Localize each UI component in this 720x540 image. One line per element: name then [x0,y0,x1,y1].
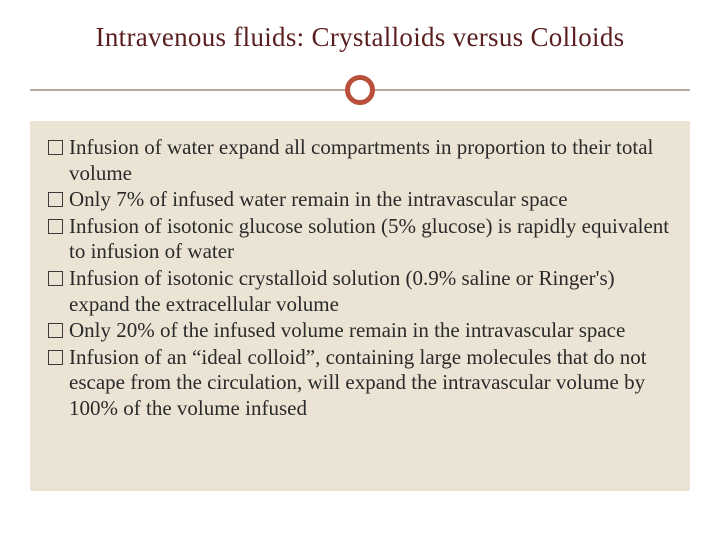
slide: Intravenous fluids: Crystalloids versus … [0,0,720,540]
bullet-text: Only 20% of the infused volume remain in… [69,318,672,344]
square-bullet-icon [48,323,63,338]
square-bullet-icon [48,192,63,207]
slide-title: Intravenous fluids: Crystalloids versus … [0,0,720,71]
bullet-text: Only 7% of infused water remain in the i… [69,187,672,213]
divider-circle-icon [345,75,375,105]
list-item: Infusion of an “ideal colloid”, containi… [48,345,672,422]
bullet-text: Infusion of water expand all compartment… [69,135,672,186]
list-item: Only 7% of infused water remain in the i… [48,187,672,213]
content-area: Infusion of water expand all compartment… [30,121,690,491]
title-divider [30,71,690,111]
list-item: Infusion of water expand all compartment… [48,135,672,186]
bullet-text: Infusion of isotonic crystalloid solutio… [69,266,672,317]
list-item: Infusion of isotonic crystalloid solutio… [48,266,672,317]
bullet-text: Infusion of an “ideal colloid”, containi… [69,345,672,422]
square-bullet-icon [48,271,63,286]
list-item: Only 20% of the infused volume remain in… [48,318,672,344]
square-bullet-icon [48,140,63,155]
bullet-text: Infusion of isotonic glucose solution (5… [69,214,672,265]
list-item: Infusion of isotonic glucose solution (5… [48,214,672,265]
square-bullet-icon [48,219,63,234]
square-bullet-icon [48,350,63,365]
